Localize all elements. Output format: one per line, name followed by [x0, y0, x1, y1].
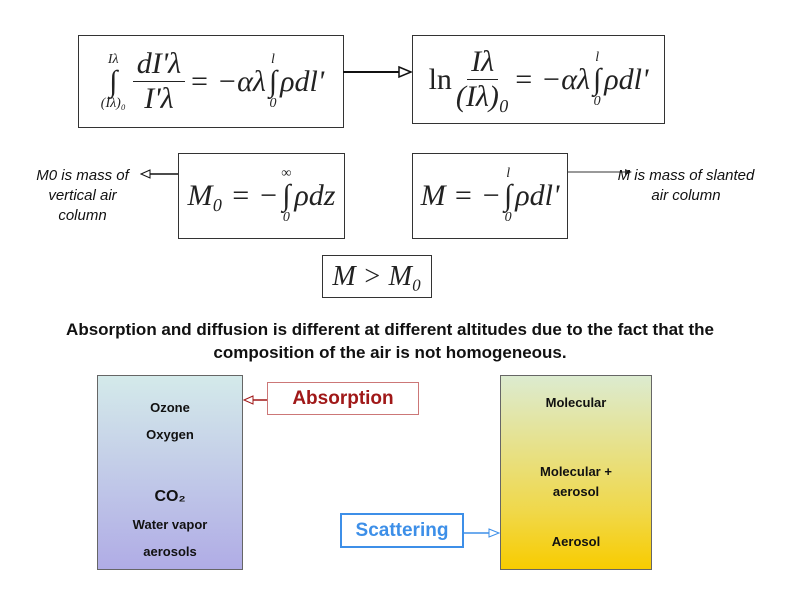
- equation-log-intensity: ln Iλ (Iλ)₀ = −αλ l ∫ 0 ρdl': [412, 35, 665, 124]
- equation-slanted-mass: M = − l ∫ 0 ρdl': [412, 153, 568, 239]
- item-molecular: Molecular: [545, 395, 607, 410]
- lhs: M = −: [420, 179, 502, 212]
- item-oxygen: Oxygen: [146, 427, 194, 442]
- m-label: M is mass of slanted air column: [617, 167, 755, 204]
- upper-limit: ∞: [281, 166, 292, 181]
- lower-limit: (Iλ)₀: [100, 95, 126, 111]
- numerator: Iλ: [467, 45, 499, 80]
- upper-limit: l: [271, 51, 275, 67]
- denominator: (Iλ)₀: [455, 80, 510, 113]
- arrow-right-icon: [343, 65, 413, 79]
- integrand: ρdl': [515, 179, 560, 212]
- upper-limit: l: [595, 49, 600, 65]
- lower-limit: 0: [282, 210, 290, 225]
- arrow-right-icon: [463, 528, 501, 538]
- integrand: ρdl': [604, 62, 649, 96]
- lower-limit: 0: [269, 95, 277, 111]
- scattering-column: Molecular Molecular + aerosol Aerosol: [500, 375, 652, 570]
- equation-integral-intensity: Iλ ∫ (Iλ)₀ dI'λ I'λ = −αλ l ∫ 0 ρdl': [78, 35, 344, 128]
- scattering-label: Scattering: [340, 513, 464, 548]
- item-aerosol: Aerosol: [551, 534, 601, 549]
- item-molecular-aerosol: Molecular + aerosol: [540, 464, 612, 499]
- integrand: ρdz: [294, 179, 336, 212]
- numerator: dI'λ: [132, 47, 186, 82]
- denominator: I'λ: [144, 82, 174, 115]
- lhs: M₀ = −: [187, 179, 279, 212]
- ln: ln: [428, 62, 452, 96]
- arrow-left-icon: [140, 169, 178, 179]
- item-water-vapor: Water vapor: [132, 517, 208, 532]
- description-paragraph: Absorption and diffusion is different at…: [66, 320, 714, 362]
- item-aerosols: aerosols: [143, 544, 197, 559]
- equation-vertical-mass: M₀ = − ∞ ∫ 0 ρdz: [178, 153, 345, 239]
- arrow-left-icon: [243, 395, 268, 405]
- arrow-right-icon: [567, 169, 632, 175]
- item-ozone: Ozone: [150, 400, 190, 415]
- lower-limit: 0: [593, 93, 601, 109]
- rhs: = −αλ: [189, 64, 266, 98]
- item-co2: CO₂: [154, 488, 186, 505]
- m0-label: M0 is mass of vertical air column: [36, 167, 129, 224]
- absorption-label: Absorption: [267, 382, 419, 415]
- lower-limit: 0: [504, 210, 512, 225]
- equation-inequality: M > M₀: [322, 255, 432, 298]
- upper-limit: Iλ: [107, 51, 119, 67]
- integrand: ρdl': [280, 64, 325, 98]
- upper-limit: l: [506, 166, 511, 181]
- absorption-column: Ozone Oxygen CO₂ Water vapor aerosols: [97, 375, 243, 570]
- rhs: = −αλ: [513, 62, 591, 96]
